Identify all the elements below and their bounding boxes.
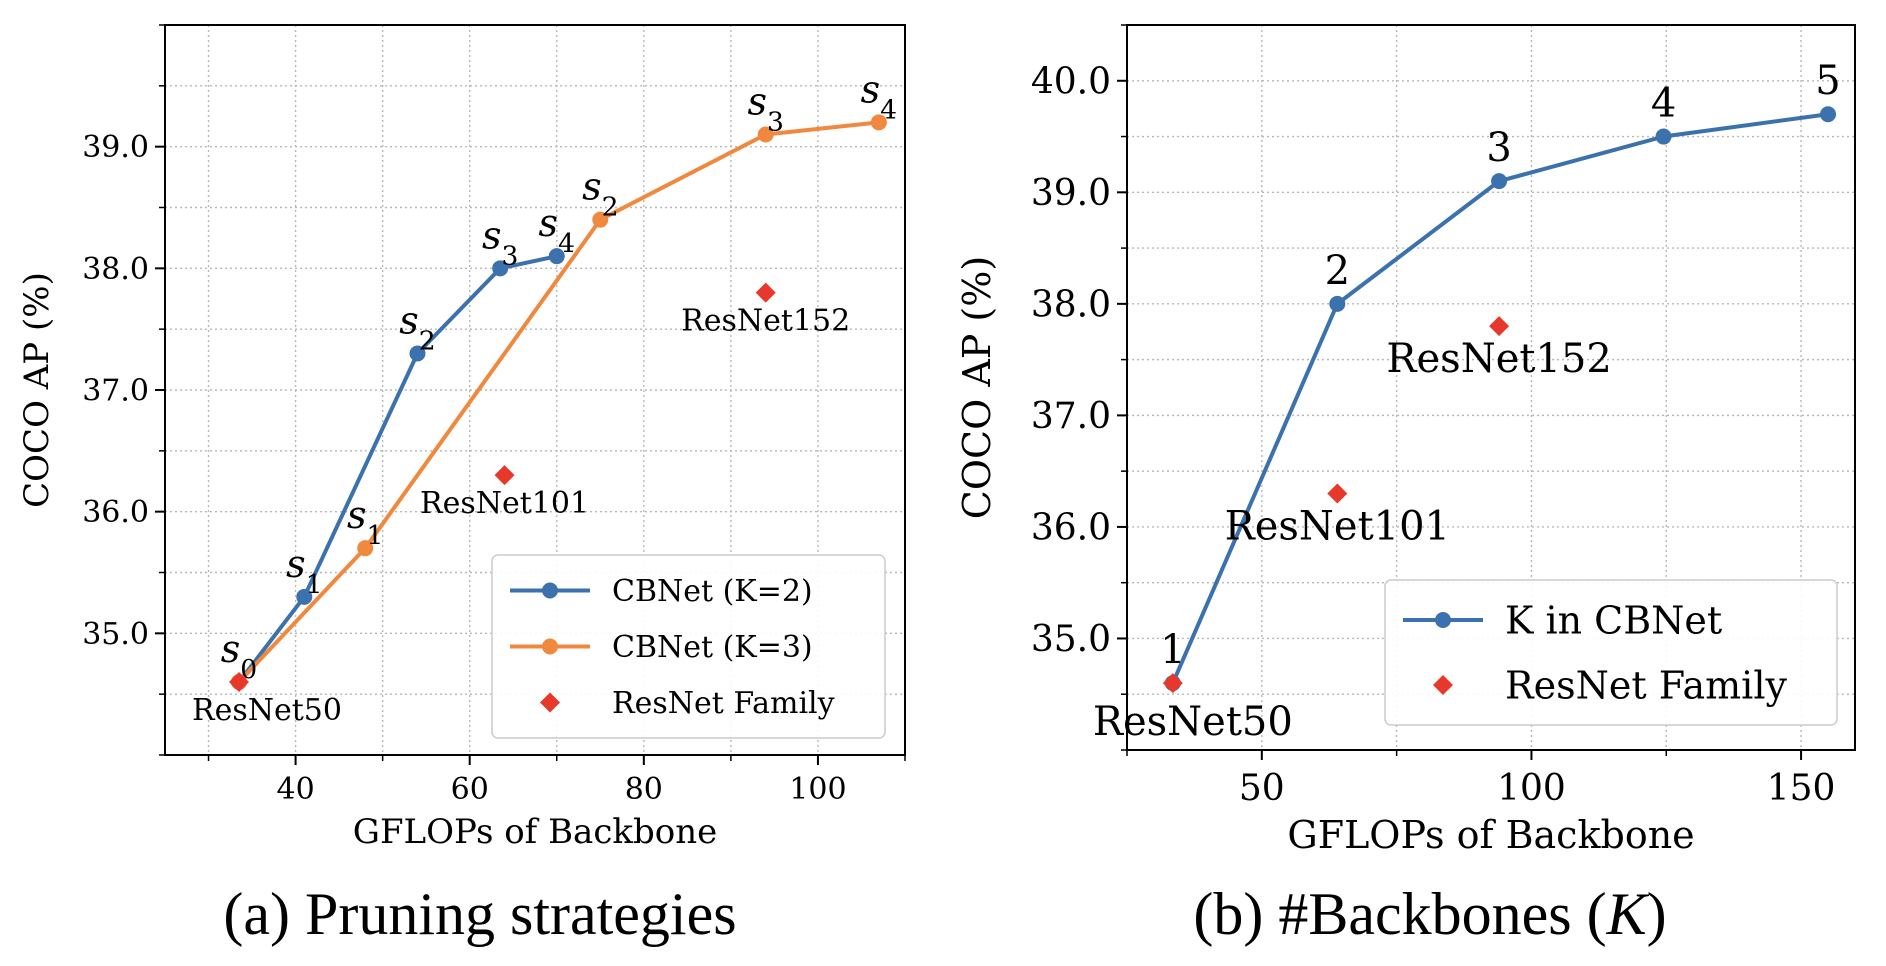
data-point: [492, 260, 509, 277]
data-point: [548, 248, 565, 265]
y-tick-label: 38.0: [82, 252, 149, 287]
annotation-subscript: 4: [558, 228, 575, 259]
grid: [165, 24, 906, 756]
data-point: [296, 588, 313, 605]
legend-diamond-swatch: [540, 692, 560, 713]
point-annotation: 1: [1160, 627, 1185, 673]
annotation-subscript: 2: [602, 191, 619, 222]
legend-box: [491, 554, 886, 739]
legend: K in CBNet ResNet Family: [1384, 579, 1838, 726]
caption-a: (a) Pruning strategies: [223, 881, 737, 947]
annotation-subscript: 1: [306, 568, 323, 599]
data-point: [409, 345, 426, 362]
y-tick-label: 35.0: [1031, 619, 1111, 660]
legend-label: ResNet Family: [612, 686, 835, 721]
resnet-label: ResNet50: [192, 693, 342, 728]
legend-marker-swatch: [542, 638, 558, 655]
resnet-marker: [1162, 673, 1183, 694]
resnet-label: ResNet101: [420, 486, 589, 521]
data-point: [1820, 106, 1837, 123]
y-tick-label: 37.0: [82, 374, 149, 409]
data-point: [357, 540, 374, 557]
annotation-subscript: 1: [367, 520, 384, 551]
scatter-resnet: ResNet50 ResNet101 ResNet152: [192, 282, 850, 728]
x-tick-label: 80: [625, 772, 663, 807]
plot-frame: [1126, 24, 1856, 751]
legend-label: CBNet (K=2): [612, 574, 813, 609]
resnet-marker: [1489, 316, 1510, 337]
x-tick-label: 100: [1497, 768, 1566, 809]
series-1: [231, 114, 887, 690]
legend-marker-swatch: [1435, 612, 1451, 628]
y-tick-label: 40.0: [1031, 61, 1111, 102]
x-tick-label: 40: [276, 772, 314, 807]
legend-box: [1384, 579, 1838, 726]
resnet-label: ResNet101: [1225, 503, 1450, 549]
y-axis-label: COCO AP (%): [17, 272, 57, 508]
data-point: [592, 211, 609, 228]
point-annotation: 2: [1325, 248, 1350, 294]
y-tick-label: 39.0: [1031, 173, 1111, 214]
legend-diamond-swatch: [1433, 675, 1453, 695]
x-tick-label: 100: [789, 772, 846, 807]
resnet-marker: [494, 465, 515, 486]
caption-b: (b) #Backbones (K): [1193, 881, 1667, 947]
legend: CBNet (K=2) CBNet (K=3) ResNet Family: [491, 554, 886, 739]
legend-marker-swatch: [542, 582, 558, 599]
x-tick-label: 150: [1767, 768, 1836, 809]
legend-label: ResNet Family: [1505, 663, 1787, 707]
x-tick-label: 50: [1239, 768, 1285, 809]
x-axis-label: GFLOPs of Backbone: [353, 812, 717, 852]
y-axis-label: COCO AP (%): [955, 256, 999, 519]
resnet-marker: [755, 282, 776, 303]
y-tick-label: 39.0: [82, 130, 149, 165]
point-annotation: 4: [1651, 81, 1676, 127]
data-point: [1491, 173, 1508, 190]
y-tick-label: 36.0: [82, 495, 149, 530]
annotation-subscript: 3: [767, 106, 784, 137]
legend-label: K in CBNet: [1505, 598, 1722, 642]
data-point: [757, 126, 774, 143]
resnet-marker: [1327, 483, 1348, 504]
y-tick-label: 38.0: [1031, 284, 1111, 325]
annotation-subscript: 3: [501, 240, 518, 271]
annotation-subscript: 0: [240, 654, 257, 685]
legend-label: CBNet (K=3): [612, 630, 813, 665]
data-point: [1329, 295, 1346, 312]
chart-panel-b: 35.0 36.0 37.0 38.0 39.0 40.0 50 100 150 GFLOPs o…: [955, 24, 1856, 857]
point-annotation: 3: [1486, 125, 1511, 171]
resnet-label: ResNet50: [1093, 699, 1293, 745]
annotation-subscript: 4: [880, 94, 897, 125]
resnet-label: ResNet152: [681, 304, 850, 339]
x-axis-label: GFLOPs of Backbone: [1287, 813, 1694, 857]
resnet-label: ResNet152: [1386, 336, 1611, 382]
data-point: [1655, 128, 1672, 145]
point-annotation: 5: [1815, 58, 1840, 104]
y-tick-label: 36.0: [1031, 508, 1111, 549]
annotation-subscript: 2: [419, 325, 436, 356]
scatter-resnet: ResNet50 ResNet101 ResNet152: [1093, 316, 1612, 745]
data-point: [870, 114, 887, 131]
x-tick-label: 60: [451, 772, 489, 807]
series-0: [1164, 106, 1837, 692]
y-tick-label: 37.0: [1031, 396, 1111, 437]
caption-b-italic-k: K: [1606, 881, 1647, 947]
y-tick-label: 35.0: [82, 617, 149, 652]
resnet-marker: [229, 672, 249, 692]
